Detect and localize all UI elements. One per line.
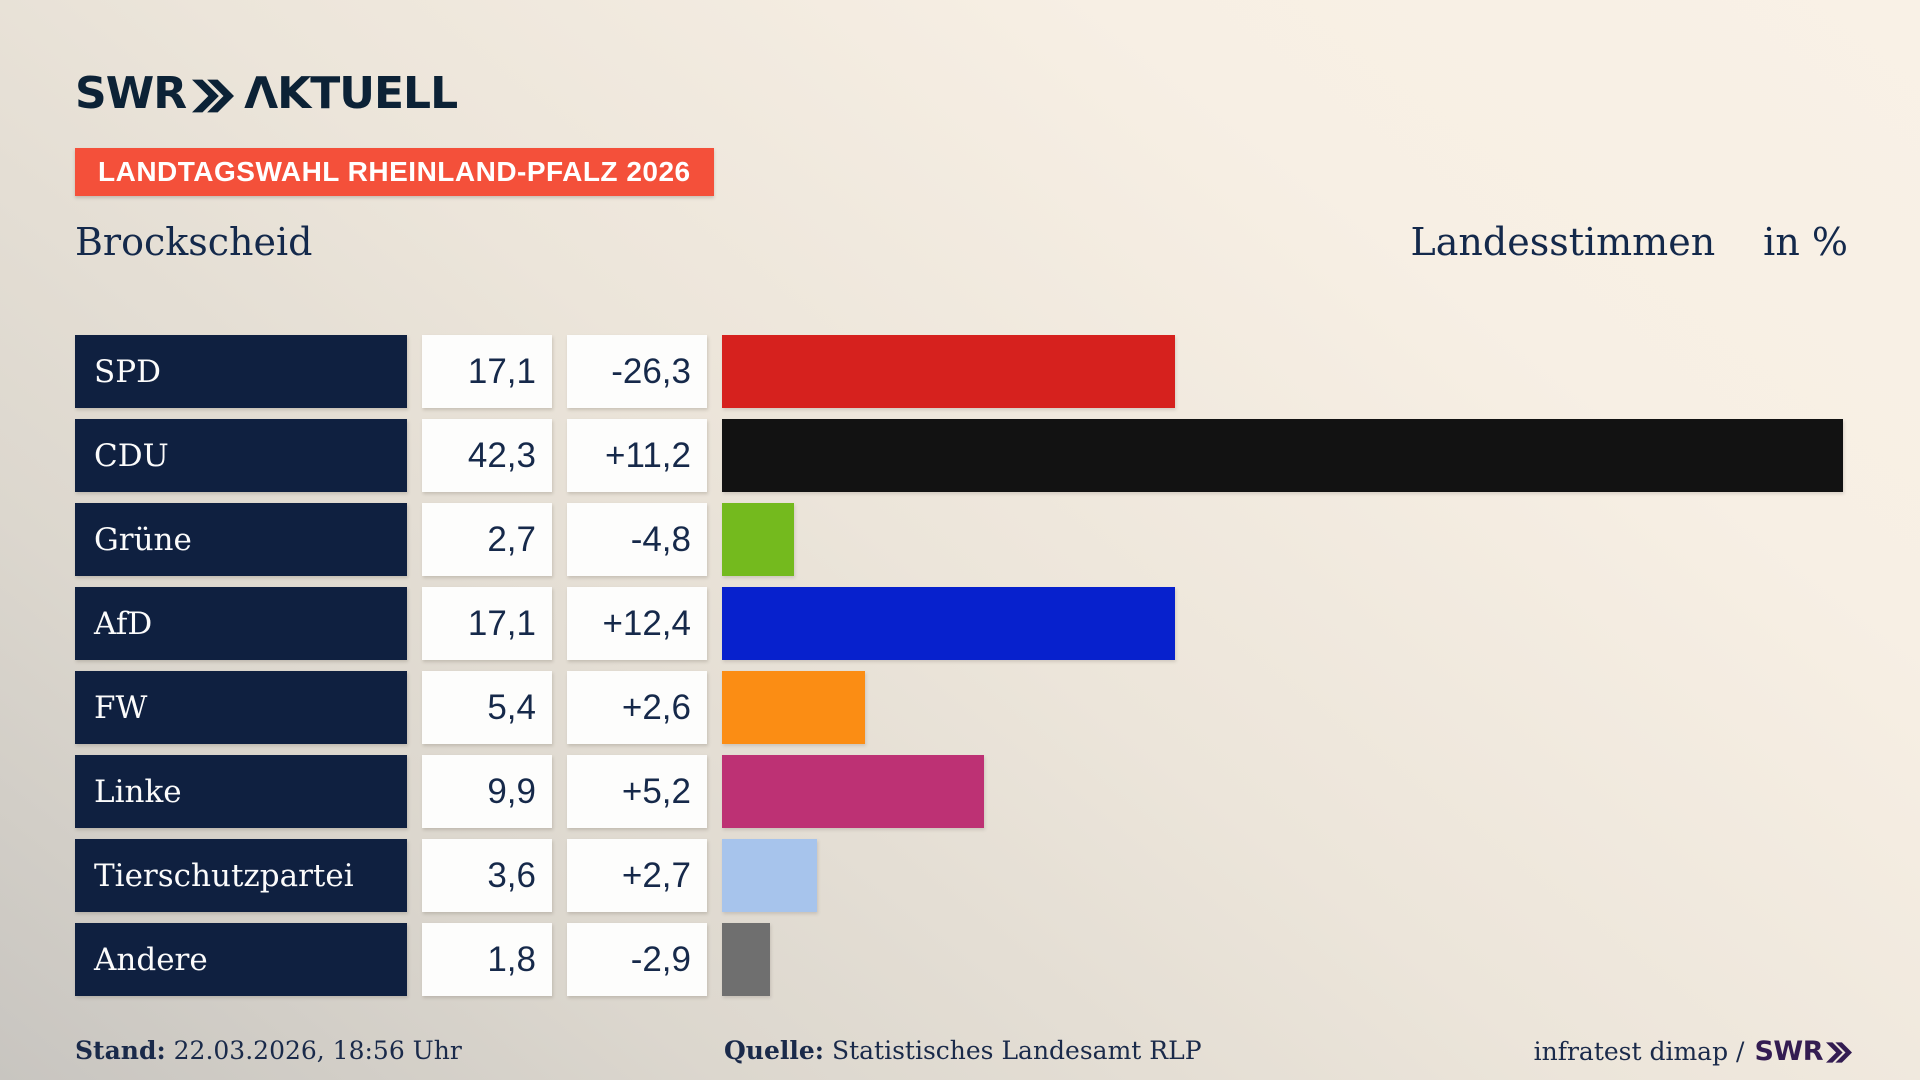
- party-label: AfD: [75, 587, 407, 660]
- party-row: AfD 17,1 +12,4: [75, 587, 1862, 660]
- swr-mini-logo: SWR: [1754, 1036, 1852, 1067]
- double-chevron-icon: [1826, 1042, 1852, 1063]
- party-label: FW: [75, 671, 407, 744]
- logo-aktuell-text: ΛKTUELL: [244, 68, 458, 119]
- chart-rows: SPD 17,1 -26,3 CDU 42,3 +11,2 Grüne 2,7 -4,8 AfD 1…: [75, 335, 1862, 1007]
- party-bar: [722, 335, 1176, 408]
- party-bar: [722, 923, 770, 996]
- bar-track: [722, 335, 1862, 408]
- bar-track: [722, 923, 1862, 996]
- party-row: FW 5,4 +2,6: [75, 671, 1862, 744]
- quelle-value: Statistisches Landesamt RLP: [831, 1036, 1202, 1065]
- bar-track: [722, 755, 1862, 828]
- party-value: 1,8: [422, 923, 552, 996]
- party-value: 3,6: [422, 839, 552, 912]
- party-change: +2,7: [567, 839, 707, 912]
- party-bar: [722, 419, 1843, 492]
- party-label: CDU: [75, 419, 407, 492]
- attribution: infratest dimap / SWR: [1534, 1036, 1852, 1067]
- logo-swr-text: SWR: [75, 68, 187, 119]
- bar-track: [722, 839, 1862, 912]
- bar-track: [722, 671, 1862, 744]
- mini-logo-swr-text: SWR: [1754, 1036, 1823, 1067]
- party-label: Andere: [75, 923, 407, 996]
- measure-title: Landesstimmen in %: [1411, 220, 1848, 264]
- party-row: CDU 42,3 +11,2: [75, 419, 1862, 492]
- party-change: +12,4: [567, 587, 707, 660]
- party-bar: [722, 755, 985, 828]
- source: Quelle: Statistisches Landesamt RLP: [724, 1036, 1202, 1065]
- bar-track: [722, 503, 1862, 576]
- timestamp: Stand: 22.03.2026, 18:56 Uhr: [75, 1036, 462, 1065]
- party-change: +2,6: [567, 671, 707, 744]
- bar-track: [722, 587, 1862, 660]
- municipality-title: Brockscheid: [75, 220, 313, 264]
- party-row: Tierschutzpartei 3,6 +2,7: [75, 839, 1862, 912]
- party-bar: [722, 503, 794, 576]
- party-label: Grüne: [75, 503, 407, 576]
- attribution-text: infratest dimap /: [1533, 1037, 1745, 1066]
- unit-label: in %: [1763, 220, 1848, 264]
- party-bar: [722, 671, 866, 744]
- measure-label: Landesstimmen: [1410, 220, 1716, 264]
- party-row: Grüne 2,7 -4,8: [75, 503, 1862, 576]
- party-row: SPD 17,1 -26,3: [75, 335, 1862, 408]
- party-value: 42,3: [422, 419, 552, 492]
- bar-track: [722, 419, 1862, 492]
- party-value: 17,1: [422, 335, 552, 408]
- double-chevron-icon: [192, 79, 235, 113]
- election-banner: LANDTAGSWAHL RHEINLAND-PFALZ 2026: [75, 148, 714, 196]
- stand-value: 22.03.2026, 18:56 Uhr: [173, 1036, 462, 1065]
- party-change: -2,9: [567, 923, 707, 996]
- stand-label: Stand:: [75, 1036, 166, 1065]
- swr-aktuell-logo: SWR ΛKTUELL: [75, 68, 458, 119]
- party-label: SPD: [75, 335, 407, 408]
- party-bar: [722, 839, 818, 912]
- quelle-label: Quelle:: [724, 1036, 824, 1065]
- party-change: -26,3: [567, 335, 707, 408]
- party-value: 2,7: [422, 503, 552, 576]
- party-label: Tierschutzpartei: [75, 839, 407, 912]
- party-change: -4,8: [567, 503, 707, 576]
- party-bar: [722, 587, 1176, 660]
- party-label: Linke: [75, 755, 407, 828]
- party-change: +11,2: [567, 419, 707, 492]
- party-row: Linke 9,9 +5,2: [75, 755, 1862, 828]
- party-value: 5,4: [422, 671, 552, 744]
- party-value: 17,1: [422, 587, 552, 660]
- party-value: 9,9: [422, 755, 552, 828]
- party-change: +5,2: [567, 755, 707, 828]
- party-row: Andere 1,8 -2,9: [75, 923, 1862, 996]
